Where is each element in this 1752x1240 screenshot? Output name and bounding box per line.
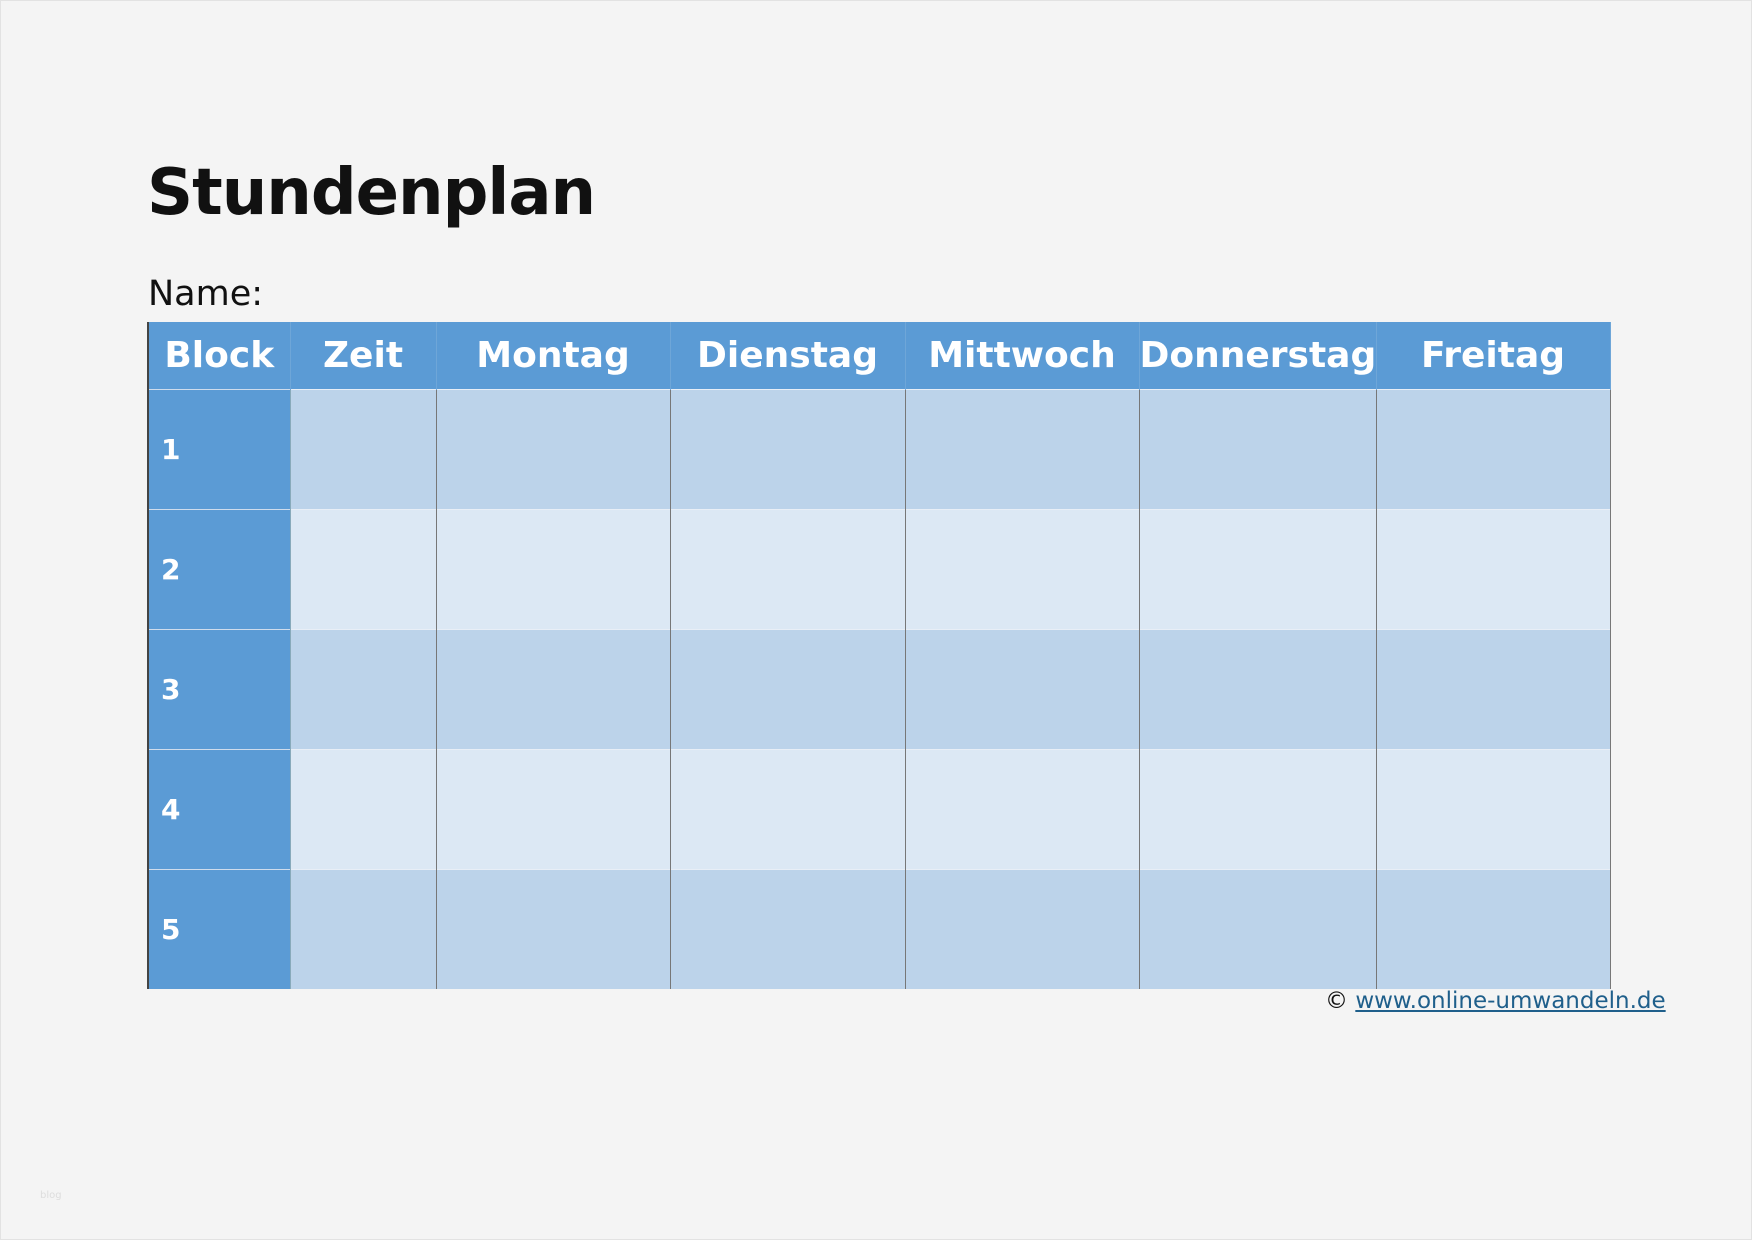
cell-mittwoch[interactable]	[905, 869, 1140, 989]
cell-mittwoch[interactable]	[905, 629, 1140, 750]
table-row: 2	[148, 509, 1611, 630]
cell-zeit[interactable]	[290, 749, 437, 870]
timetable: Block Zeit Montag Dienstag Mittwoch Donn…	[147, 322, 1611, 989]
cell-freitag[interactable]	[1376, 509, 1611, 630]
header-mittwoch: Mittwoch	[905, 322, 1140, 390]
page-title: Stundenplan	[147, 156, 596, 230]
cell-dienstag[interactable]	[670, 869, 906, 989]
cell-dienstag[interactable]	[670, 509, 906, 630]
cell-dienstag[interactable]	[670, 389, 906, 510]
cell-zeit[interactable]	[290, 869, 437, 989]
cell-montag[interactable]	[436, 749, 671, 870]
table-row: 3	[148, 629, 1611, 750]
cell-freitag[interactable]	[1376, 389, 1611, 510]
name-label: Name:	[148, 274, 264, 314]
header-block: Block	[148, 322, 291, 390]
cell-freitag[interactable]	[1376, 749, 1611, 870]
cell-zeit[interactable]	[290, 509, 437, 630]
cell-freitag[interactable]	[1376, 629, 1611, 750]
block-number: 2	[148, 509, 291, 630]
cell-zeit[interactable]	[290, 389, 437, 510]
cell-mittwoch[interactable]	[905, 389, 1140, 510]
table-row: 1	[148, 389, 1611, 510]
header-row: Block Zeit Montag Dienstag Mittwoch Donn…	[148, 322, 1611, 390]
header-dienstag: Dienstag	[670, 322, 906, 390]
cell-donnerstag[interactable]	[1139, 389, 1377, 510]
cell-donnerstag[interactable]	[1139, 749, 1377, 870]
cell-donnerstag[interactable]	[1139, 509, 1377, 630]
cell-donnerstag[interactable]	[1139, 629, 1377, 750]
header-montag: Montag	[436, 322, 671, 390]
cell-freitag[interactable]	[1376, 869, 1611, 989]
cell-dienstag[interactable]	[670, 749, 906, 870]
block-number: 1	[148, 389, 291, 510]
copyright-symbol: ©	[1325, 988, 1348, 1014]
cell-dienstag[interactable]	[670, 629, 906, 750]
block-number: 3	[148, 629, 291, 750]
cell-montag[interactable]	[436, 629, 671, 750]
table-row: 5	[148, 869, 1611, 989]
watermark: blog	[40, 1190, 62, 1201]
website-link[interactable]: www.online-umwandeln.de	[1355, 988, 1666, 1014]
block-number: 4	[148, 749, 291, 870]
header-freitag: Freitag	[1376, 322, 1611, 390]
header-zeit: Zeit	[290, 322, 437, 390]
cell-montag[interactable]	[436, 389, 671, 510]
block-number: 5	[148, 869, 291, 989]
cell-zeit[interactable]	[290, 629, 437, 750]
cell-montag[interactable]	[436, 869, 671, 989]
table-row: 4	[148, 749, 1611, 870]
header-donnerstag: Donnerstag	[1139, 322, 1377, 390]
footer: © www.online-umwandeln.de	[1325, 988, 1666, 1014]
cell-mittwoch[interactable]	[905, 749, 1140, 870]
cell-mittwoch[interactable]	[905, 509, 1140, 630]
cell-montag[interactable]	[436, 509, 671, 630]
cell-donnerstag[interactable]	[1139, 869, 1377, 989]
